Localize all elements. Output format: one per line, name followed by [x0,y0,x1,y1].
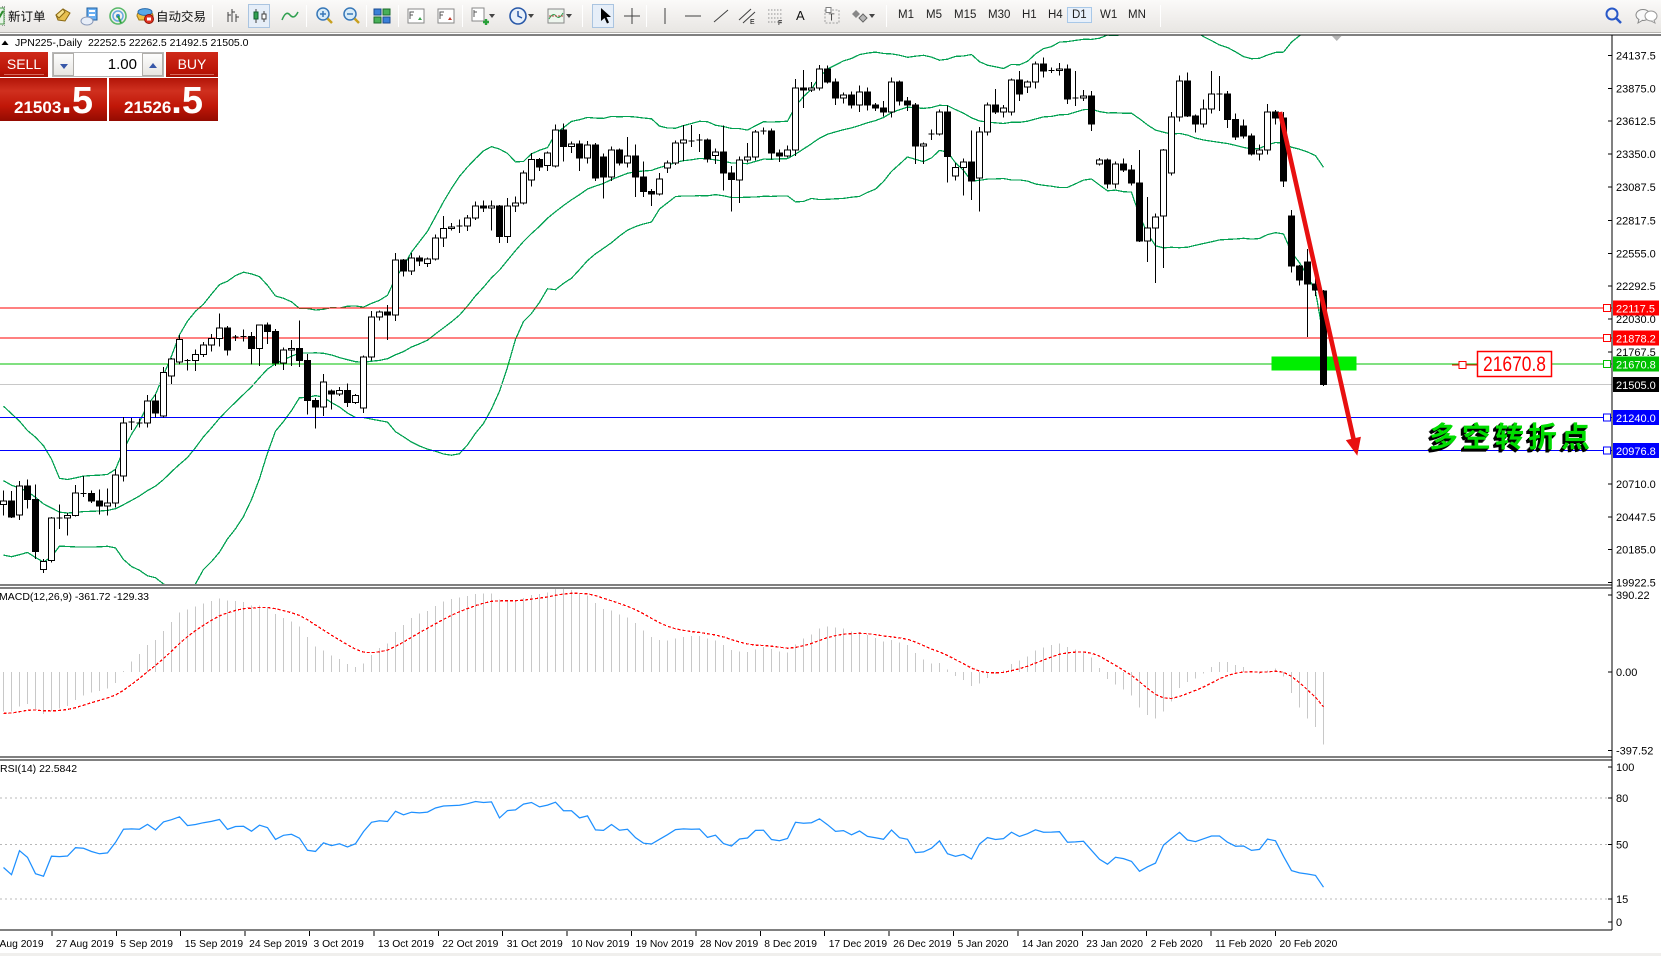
svg-text:5 Jan 2020: 5 Jan 2020 [958,939,1009,950]
svg-text:17 Dec 2019: 17 Dec 2019 [829,939,888,950]
svg-text:15 Sep 2019: 15 Sep 2019 [185,939,244,950]
svg-text:21505.0: 21505.0 [1616,380,1656,392]
svg-text:-397.52: -397.52 [1616,745,1653,757]
svg-text:F: F [778,20,782,26]
svg-text:23 Jan 2020: 23 Jan 2020 [1086,939,1143,950]
svg-text:13 Oct 2019: 13 Oct 2019 [378,939,434,950]
svg-text:14 Jan 2020: 14 Jan 2020 [1022,939,1079,950]
svg-text:21670.8: 21670.8 [1483,353,1546,376]
svg-text:2 Feb 2020: 2 Feb 2020 [1151,939,1203,950]
svg-text:19922.5: 19922.5 [1616,577,1656,589]
svg-text:28 Nov 2019: 28 Nov 2019 [700,939,759,950]
svg-text:11 Feb 2020: 11 Feb 2020 [1215,939,1272,950]
svg-text:T: T [829,13,835,24]
svg-text:20185.0: 20185.0 [1616,545,1656,557]
svg-text:22 Oct 2019: 22 Oct 2019 [442,939,498,950]
svg-text:26 Dec 2019: 26 Dec 2019 [893,939,952,950]
svg-text:22817.5: 22817.5 [1616,216,1656,228]
svg-text:20 Feb 2020: 20 Feb 2020 [1280,939,1338,950]
svg-text:31 Oct 2019: 31 Oct 2019 [507,939,563,950]
svg-text:E: E [750,19,755,26]
svg-text:22117.5: 22117.5 [1616,304,1655,316]
svg-text:15: 15 [1616,894,1628,906]
svg-text:5 Sep 2019: 5 Sep 2019 [120,939,173,950]
svg-text:24 Sep 2019: 24 Sep 2019 [249,939,308,950]
svg-text:JPN225-,Daily 22252.5 22262.5: JPN225-,Daily 22252.5 22262.5 21492.5 21… [15,37,249,49]
svg-text:8 Aug 2019: 8 Aug 2019 [0,939,44,950]
svg-text:22555.0: 22555.0 [1616,248,1656,260]
svg-text:22292.5: 22292.5 [1616,281,1656,293]
svg-text:21767.5: 21767.5 [1616,347,1656,359]
svg-text:23087.5: 23087.5 [1616,182,1656,194]
svg-text:23350.0: 23350.0 [1616,149,1656,161]
svg-text:8 Dec 2019: 8 Dec 2019 [764,939,817,950]
svg-text:0.00: 0.00 [1616,667,1637,679]
svg-text:21878.2: 21878.2 [1616,333,1656,345]
svg-text:10 Nov 2019: 10 Nov 2019 [571,939,630,950]
svg-text:22030.0: 22030.0 [1616,314,1656,326]
svg-text:21670.8: 21670.8 [1616,359,1656,371]
svg-text:24137.5: 24137.5 [1616,51,1656,63]
svg-text:80: 80 [1616,793,1628,805]
svg-text:50: 50 [1616,840,1628,852]
svg-text:0: 0 [1616,917,1622,929]
svg-text:390.22: 390.22 [1616,590,1650,602]
svg-text:MACD(12,26,9) -361.72 -129.33: MACD(12,26,9) -361.72 -129.33 [0,591,149,603]
svg-text:27 Aug 2019: 27 Aug 2019 [56,939,114,950]
svg-text:23612.5: 23612.5 [1616,116,1656,128]
svg-text:19 Nov 2019: 19 Nov 2019 [636,939,695,950]
svg-text:RSI(14) 22.5842: RSI(14) 22.5842 [0,763,77,775]
svg-text:100: 100 [1616,762,1634,774]
svg-text:20976.8: 20976.8 [1616,446,1656,458]
svg-text:23875.0: 23875.0 [1616,83,1656,95]
svg-text:20710.0: 20710.0 [1616,479,1656,491]
svg-text:21240.0: 21240.0 [1616,413,1656,425]
svg-text:20447.5: 20447.5 [1616,512,1656,524]
svg-text:3 Oct 2019: 3 Oct 2019 [314,939,365,950]
